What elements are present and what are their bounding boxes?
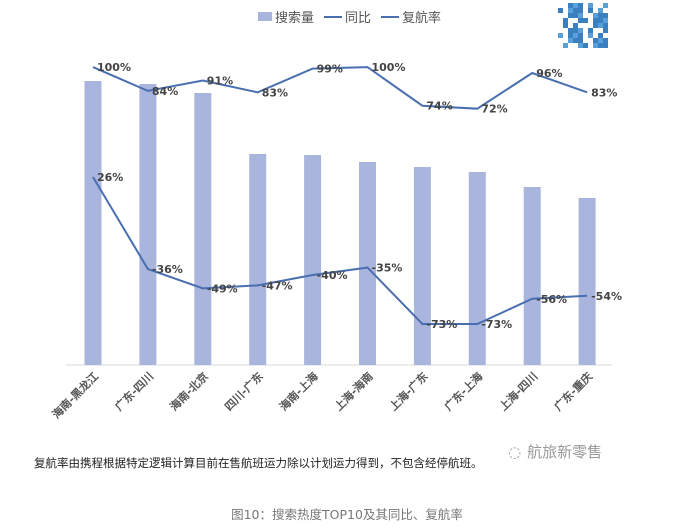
legend-item-search: 搜索量 <box>258 7 314 26</box>
x-tick-label: 四川-广东 <box>222 369 266 413</box>
footnote: 复航率由携程根据特定逻辑计算目前在售航班运力除以计划运力得到，不包含经停航班。 <box>34 456 483 470</box>
legend-item-rate: 复航率 <box>381 7 441 26</box>
data-label: 83% <box>591 86 617 99</box>
data-label: -35% <box>372 262 403 275</box>
data-label: -73% <box>481 318 512 331</box>
legend: 搜索量 同比 复航率 <box>258 7 441 26</box>
data-label: -36% <box>152 263 183 276</box>
data-label: 72% <box>481 103 507 116</box>
data-label: -56% <box>536 293 567 306</box>
data-label: 84% <box>152 85 178 98</box>
bar <box>359 162 376 365</box>
data-label: 83% <box>262 86 288 99</box>
bar <box>523 187 541 365</box>
legend-label: 搜索量 <box>275 11 315 26</box>
bar <box>84 81 102 365</box>
watermark-text: 航旅新零售 <box>527 443 603 461</box>
bar <box>578 198 596 365</box>
data-label: -49% <box>207 282 238 295</box>
data-label: 100% <box>372 61 406 74</box>
legend-swatch-line <box>381 15 400 18</box>
x-tick-label: 广东-上海 <box>441 369 485 413</box>
chart-svg: 海南-黑龙江 广东-四川 海南-北京 四川-广东 海南-上海 上海-海南 上海-广东 广东-上… <box>49 61 622 421</box>
data-label: 91% <box>207 74 233 87</box>
series-line <box>92 66 588 110</box>
wechat-icon: ◌ <box>508 442 522 461</box>
bar <box>468 172 486 365</box>
data-label: -54% <box>591 290 622 303</box>
x-tick-label: 海南-上海 <box>276 369 320 413</box>
legend-item-yoy: 同比 <box>324 7 371 26</box>
x-tick-label: 海南-北京 <box>167 369 211 413</box>
bar <box>194 93 212 365</box>
data-label: -40% <box>317 269 348 282</box>
legend-swatch-bar <box>258 12 272 21</box>
x-tick-label: 上海-广东 <box>386 369 430 413</box>
x-tick-label: 广东-重庆 <box>551 369 595 413</box>
x-tick-label: 上海-四川 <box>496 369 540 413</box>
x-tick-label: 广东-四川 <box>112 369 156 413</box>
data-label: 96% <box>536 67 562 80</box>
data-label: 74% <box>426 100 452 113</box>
legend-swatch-line <box>324 15 343 18</box>
bar <box>413 167 431 365</box>
x-tick-label: 海南-黑龙江 <box>49 369 101 421</box>
data-label: 99% <box>317 63 343 76</box>
series-line <box>92 176 588 326</box>
data-label: -47% <box>262 279 293 292</box>
legend-label: 复航率 <box>402 11 442 26</box>
x-tick-label: 上海-海南 <box>331 369 375 413</box>
data-label: -73% <box>426 318 457 331</box>
legend-label: 同比 <box>345 11 372 26</box>
figure-caption: 图10：搜索热度TOP10及其同比、复航率 <box>231 507 463 522</box>
bar <box>304 155 322 365</box>
bar <box>139 84 157 365</box>
bar <box>249 154 267 365</box>
watermark: ◌ 航旅新零售 <box>508 441 602 462</box>
data-label: 26% <box>97 171 123 184</box>
qr-code-icon <box>558 3 608 48</box>
data-label: 100% <box>97 61 131 74</box>
